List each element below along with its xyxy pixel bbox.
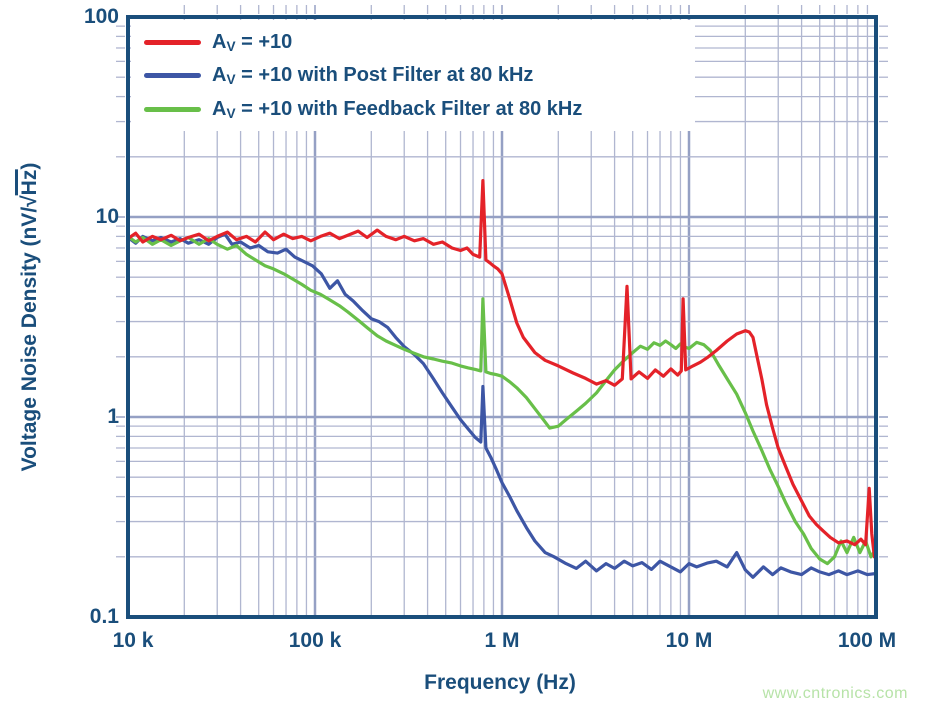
- legend-item-feedback-filter: AV = +10 with Feedback Filter at 80 kHz: [144, 98, 695, 121]
- y-axis-title: Voltage Noise Density (nV/√Hz): [15, 163, 42, 471]
- sqrt-radicand: Hz: [15, 169, 41, 196]
- legend-line-green-icon: [144, 106, 201, 112]
- watermark: www.cntronics.com: [762, 685, 908, 702]
- legend-item-post-filter: AV = +10 with Post Filter at 80 kHz: [144, 64, 695, 87]
- x-tick-100k: 100 k: [288, 629, 342, 652]
- legend-item-av10: AV = +10: [144, 31, 695, 54]
- x-axis-title: Frequency (Hz): [424, 671, 576, 694]
- y-tick-100: 100: [83, 5, 119, 28]
- legend-label: AV = +10: [212, 30, 293, 54]
- legend-label: AV = +10 with Feedback Filter at 80 kHz: [212, 97, 583, 121]
- y-tick-0.1: 0.1: [89, 605, 119, 628]
- sqrt-symbol: √: [18, 195, 41, 207]
- x-tick-10k: 10 k: [112, 629, 154, 652]
- x-tick-1M: 1 M: [484, 629, 520, 652]
- y-tick-1: 1: [107, 405, 119, 428]
- legend-label: AV = +10 with Post Filter at 80 kHz: [212, 64, 534, 87]
- x-tick-100M: 100 M: [837, 629, 897, 652]
- legend-line-blue-icon: [144, 73, 201, 78]
- legend-line-red-icon: [144, 39, 201, 45]
- x-tick-10M: 10 M: [665, 629, 713, 652]
- y-tick-10: 10: [95, 205, 119, 228]
- legend: AV = +10 AV = +10 with Post Filter at 80…: [131, 20, 695, 131]
